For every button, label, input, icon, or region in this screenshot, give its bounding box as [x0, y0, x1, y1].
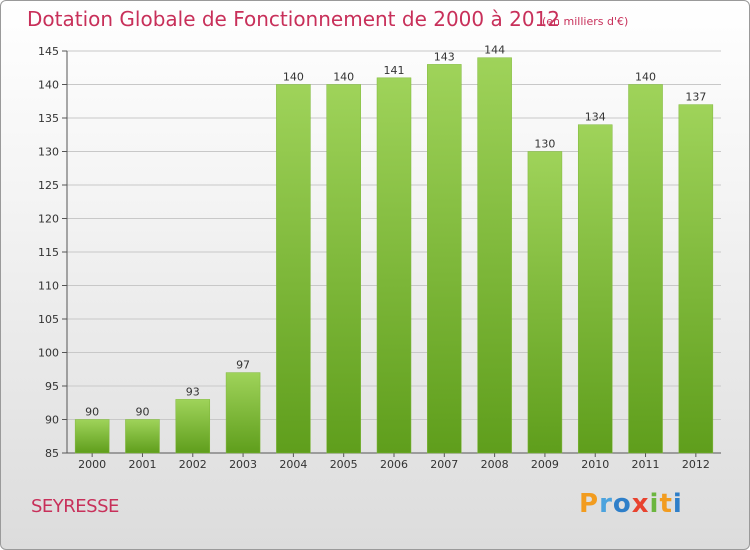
x-tick-label: 2001	[128, 458, 156, 471]
x-tick-label: 2004	[279, 458, 307, 471]
bar	[326, 84, 361, 454]
y-tick-label: 115	[38, 246, 59, 259]
x-tick-label: 2003	[229, 458, 257, 471]
logo-letter: P	[579, 489, 600, 519]
bar	[376, 77, 412, 454]
y-tick-label: 145	[38, 45, 59, 58]
data-label: 140	[333, 71, 354, 84]
x-tick-label: 2006	[380, 458, 408, 471]
logo-letter: o	[612, 489, 632, 519]
x-tick-label: 2008	[481, 458, 509, 471]
bar	[427, 64, 462, 454]
data-label: 90	[135, 406, 149, 419]
unit-note: (en milliers d'€)	[542, 15, 629, 28]
data-label: 140	[635, 71, 656, 84]
bar	[74, 419, 110, 454]
logo-letter: i	[649, 489, 660, 519]
x-tick-label: 2007	[430, 458, 458, 471]
chart-title: Dotation Globale de Fonctionnement de 20…	[27, 7, 560, 31]
data-label: 134	[585, 111, 606, 124]
data-label: 130	[534, 138, 555, 151]
y-tick-label: 120	[38, 213, 59, 226]
x-tick-label: 2000	[78, 458, 106, 471]
bar	[527, 151, 563, 454]
logo-letter: i	[672, 489, 683, 519]
y-tick-label: 125	[38, 179, 59, 192]
commune-name: SEYRESSE	[31, 496, 119, 517]
labels: 90 90 93 97 140 140 141 143 144 130 134 140 137	[85, 44, 706, 419]
x-tick-label: 2011	[632, 458, 660, 471]
y-tick-label: 90	[45, 414, 59, 427]
bar	[678, 104, 714, 454]
x-tick-label: 2010	[581, 458, 609, 471]
bar	[225, 372, 261, 454]
bar	[577, 124, 613, 454]
data-label: 141	[384, 64, 405, 77]
data-label: 137	[685, 91, 706, 104]
axes: 85 90 95 100 105 110 115 120 125 130 135 140 145 2000…	[38, 45, 721, 471]
bars	[74, 57, 714, 454]
bar	[125, 419, 160, 454]
bar	[175, 399, 211, 454]
proxiti-logo[interactable]: Proxiti	[579, 489, 683, 519]
y-tick-label: 100	[38, 347, 59, 360]
y-tick-label: 110	[38, 280, 59, 293]
data-label: 90	[85, 406, 99, 419]
data-label: 93	[186, 385, 200, 398]
x-tick-label: 2009	[531, 458, 559, 471]
data-label: 97	[236, 359, 250, 372]
bar	[477, 57, 512, 454]
bar	[276, 84, 311, 454]
logo-letter: t	[659, 489, 673, 519]
y-tick-label: 95	[45, 380, 59, 393]
y-tick-label: 140	[38, 79, 59, 92]
logo-letter: r	[599, 489, 613, 519]
logo-letter: x	[631, 489, 650, 519]
y-tick-label: 105	[38, 313, 59, 326]
data-label: 144	[484, 44, 505, 57]
y-tick-label: 85	[45, 447, 59, 460]
data-label: 143	[434, 50, 455, 63]
x-tick-label: 2005	[330, 458, 358, 471]
y-tick-label: 135	[38, 112, 59, 125]
y-tick-label: 130	[38, 146, 59, 159]
bar	[628, 84, 663, 454]
x-tick-label: 2002	[179, 458, 207, 471]
x-tick-label: 2012	[682, 458, 710, 471]
data-label: 140	[283, 71, 304, 84]
